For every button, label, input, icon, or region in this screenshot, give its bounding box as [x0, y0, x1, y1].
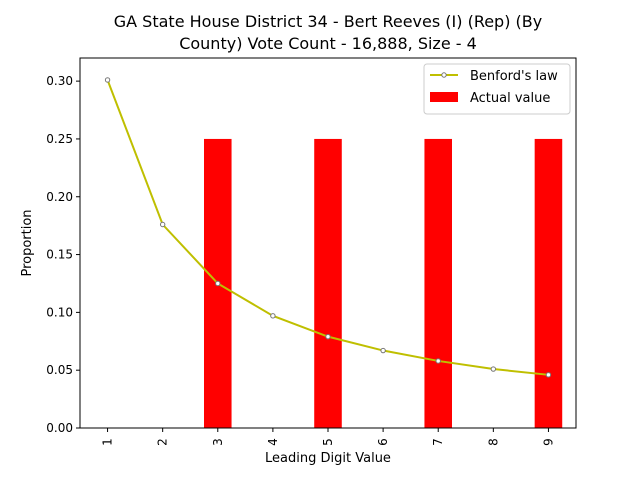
benford-point-2 [159, 221, 166, 228]
y-axis-label: Proportion [20, 209, 35, 276]
y-tick-label: 0.20 [46, 190, 73, 204]
x-tick-label: 1 [101, 438, 115, 446]
x-axis-ticks: 1 2 3 4 5 6 7 8 9 [101, 428, 555, 446]
y-tick-label: 0.10 [46, 305, 73, 319]
x-tick-label: 8 [486, 438, 500, 446]
benford-point-8 [490, 366, 497, 372]
legend: Benford's law Actual value [423, 63, 571, 115]
x-tick-label: 4 [266, 438, 280, 446]
bar-digit-9 [534, 138, 563, 428]
x-tick-label: 3 [211, 438, 225, 446]
legend-label-benford: Benford's law [470, 69, 558, 84]
chart-title-line-2: County) Vote Count - 16,888, Size - 4 [179, 34, 477, 53]
x-tick-label: 2 [156, 438, 170, 446]
benford-point-6 [380, 347, 386, 354]
y-tick-label: 0.15 [46, 248, 73, 262]
chart-title: GA State House District 34 - Bert Reeves… [114, 12, 542, 53]
x-tick-label: 5 [321, 438, 335, 446]
x-tick-label: 9 [541, 438, 555, 446]
legend-label-actual: Actual value [470, 91, 550, 106]
y-tick-label: 0.25 [46, 132, 73, 146]
bar-digit-7 [424, 138, 452, 428]
benford-point-4 [270, 313, 276, 319]
line-layer [104, 77, 552, 378]
legend-box [423, 63, 571, 115]
bar-digit-5 [314, 138, 342, 428]
benford-point-3 [215, 280, 221, 287]
y-tick-label: 0.05 [46, 363, 73, 377]
benford-point-7 [435, 358, 441, 364]
benford-point-5 [325, 333, 331, 340]
x-tick-label: 7 [431, 438, 445, 446]
y-axis-ticks: 0.00 0.05 0.10 0.15 0.20 0.25 0.30 [46, 74, 80, 435]
x-tick-label: 6 [376, 438, 390, 446]
benford-point-9 [545, 372, 552, 378]
benford-point-1 [104, 77, 111, 83]
y-tick-label: 0.30 [46, 74, 73, 88]
bars-layer [204, 138, 563, 428]
x-axis-label: Leading Digit Value [265, 451, 391, 466]
legend-bar-swatch [430, 92, 458, 102]
chart-title-line-1: GA State House District 34 - Bert Reeves… [114, 12, 542, 31]
y-tick-label: 0.00 [46, 421, 73, 435]
legend-line-marker [441, 72, 447, 78]
